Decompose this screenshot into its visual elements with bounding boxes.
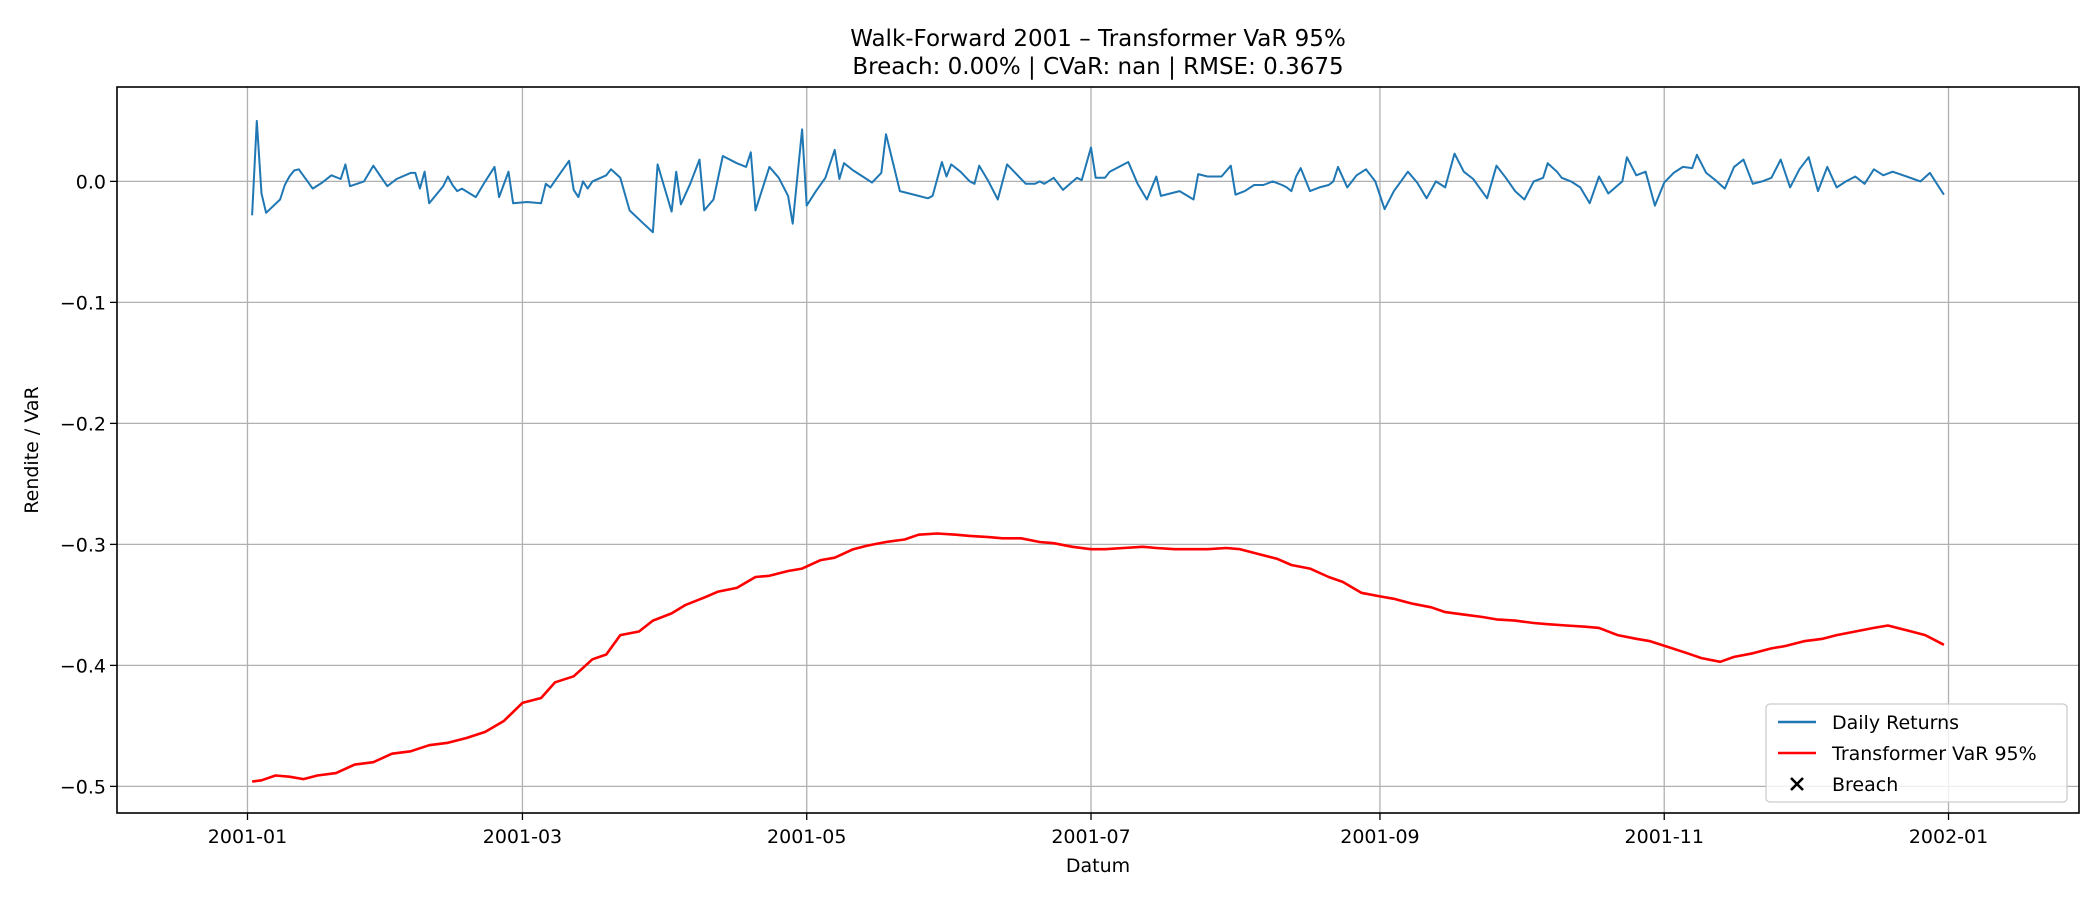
y-tick-label: −0.5	[60, 776, 106, 798]
x-tick-label: 2002-01	[1909, 826, 1988, 848]
chart-title-line2: Breach: 0.00% | CVaR: nan | RMSE: 0.3675	[852, 54, 1343, 80]
x-tick-label: 2001-09	[1340, 826, 1419, 848]
y-tick-label: −0.1	[60, 292, 106, 314]
x-tick-label: 2001-07	[1051, 826, 1130, 848]
x-axis-label: Datum	[1066, 855, 1130, 877]
y-axis-label: Rendite / VaR	[21, 386, 43, 513]
legend-label: Daily Returns	[1832, 712, 1959, 734]
x-tick-label: 2001-01	[208, 826, 287, 848]
legend: Daily Returns Transformer VaR 95% Breach	[1766, 704, 2067, 802]
x-tick-label: 2001-11	[1625, 826, 1704, 848]
chart-title-line1: Walk-Forward 2001 – Transformer VaR 95%	[850, 26, 1346, 52]
y-tick-label: 0.0	[76, 171, 106, 193]
y-tick-label: −0.4	[60, 655, 106, 677]
y-tick-label: −0.3	[60, 534, 106, 556]
x-tick-label: 2001-03	[483, 826, 562, 848]
legend-label: Transformer VaR 95%	[1831, 743, 2037, 765]
x-tick-label: 2001-05	[767, 826, 846, 848]
y-tick-label: −0.2	[60, 413, 106, 435]
legend-label: Breach	[1832, 774, 1898, 796]
